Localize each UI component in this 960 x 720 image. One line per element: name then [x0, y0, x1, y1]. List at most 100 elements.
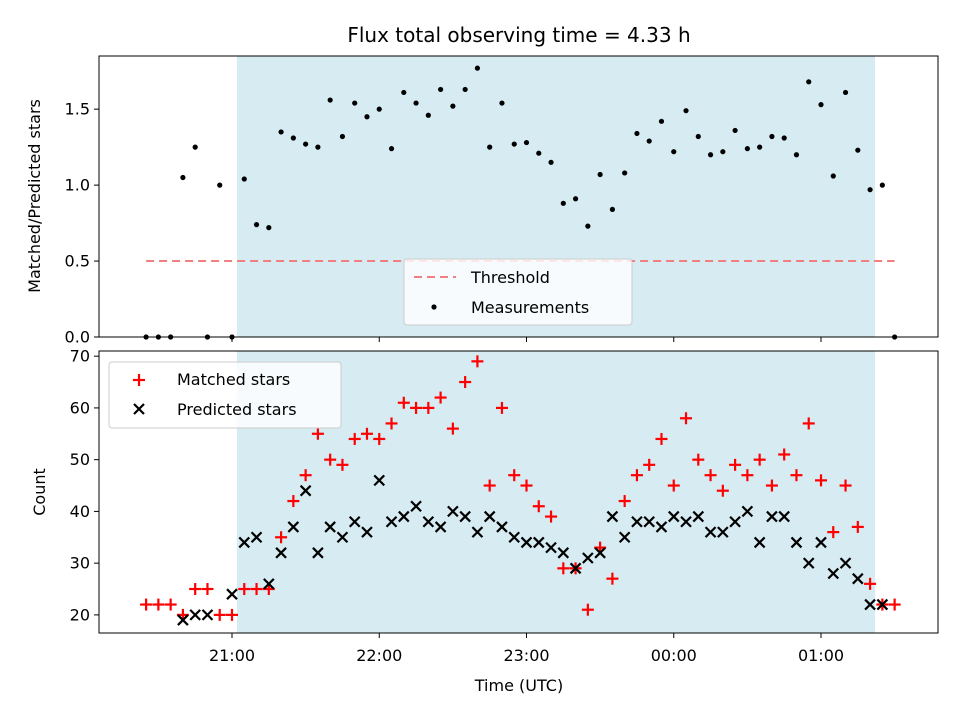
bottom-panel: 20 30 40 50 60 70 21:00 22:00 23:00 00:00 01:00 C…	[30, 347, 939, 695]
predicted-stars-point	[569, 562, 582, 575]
top-axes-frame	[98, 55, 939, 338]
predicted-stars-point	[606, 510, 619, 523]
predicted-stars-point	[778, 510, 790, 523]
matched-stars-point	[630, 469, 643, 482]
predicted-stars-point	[263, 578, 275, 590]
measurement-point	[806, 79, 812, 85]
matched-stars-point	[275, 531, 288, 544]
top-y-axis-label: Matched/Predicted stars	[25, 99, 44, 293]
legend-predicted-label: Predicted stars	[177, 400, 297, 419]
predicted-stars-point	[434, 521, 447, 533]
predicted-stars-point	[385, 515, 398, 528]
predicted-stars-point	[189, 609, 201, 621]
predicted-stars-point	[483, 510, 496, 523]
measurement-point	[241, 176, 247, 182]
matched-stars-point	[226, 608, 238, 621]
matched-stars-point	[360, 427, 373, 440]
predicted-stars-point	[876, 598, 889, 611]
matched-stars-point	[434, 391, 447, 404]
predicted-stars-point	[667, 510, 680, 523]
measurement-point	[757, 144, 763, 150]
measurement-point	[364, 114, 370, 120]
predicted-stars-point	[729, 515, 741, 528]
predicted-stars-point	[336, 531, 349, 544]
measurement-point	[622, 170, 628, 176]
matched-stars-point	[557, 562, 570, 575]
predicted-stars-point	[643, 515, 655, 528]
predicted-stars-point	[398, 510, 410, 523]
matched-stars-point	[238, 583, 251, 596]
predicted-stars-point	[594, 547, 606, 559]
predicted-stars-point	[447, 505, 459, 518]
matched-stars-point	[140, 598, 153, 611]
predicted-stars-point	[177, 614, 189, 626]
measurement-point	[548, 159, 554, 165]
predicted-stars-point	[557, 547, 570, 559]
predicted-stars-point	[582, 552, 594, 564]
matched-stars-point	[692, 453, 705, 466]
measurement-point	[438, 86, 444, 93]
matched-stars-point	[299, 469, 312, 482]
measurement-point	[707, 152, 714, 158]
predicted-stars-point	[717, 526, 729, 538]
matched-stars-point	[311, 427, 324, 440]
matched-stars-point	[213, 608, 226, 621]
measurement-point	[683, 108, 689, 114]
measurement-point	[597, 171, 603, 178]
bottom-x-tick-label: 23:00	[503, 646, 549, 665]
matched-stars-point	[790, 469, 803, 482]
predicted-stars-point	[238, 536, 251, 549]
chart-title: Flux total observing time = 4.33 h	[347, 23, 690, 47]
matched-stars-point	[385, 417, 398, 430]
measurement-point	[523, 139, 530, 146]
measurement-point	[462, 86, 468, 93]
bottom-y-tick-label: 30	[70, 554, 90, 573]
predicted-stars-point	[631, 515, 643, 528]
measurement-point	[217, 182, 223, 188]
matched-stars-point	[888, 598, 901, 611]
measurement-point	[671, 149, 677, 155]
bottom-y-tick-label: 20	[70, 605, 90, 624]
matched-stars-point	[704, 469, 717, 482]
predicted-stars-point	[373, 474, 386, 487]
matched-stars-point	[741, 469, 754, 482]
predicted-stars-point	[410, 500, 422, 513]
measurement-point	[192, 144, 198, 150]
matched-stars-point	[827, 526, 840, 539]
measurement-point	[855, 147, 861, 153]
predicted-stars-point	[618, 531, 631, 544]
matched-stars-point	[471, 355, 484, 368]
measurements-series	[143, 65, 898, 340]
matched-stars-point	[765, 479, 778, 492]
measurement-point	[879, 182, 885, 188]
measurement-point	[180, 174, 186, 181]
matched-stars-point	[397, 396, 410, 409]
measurement-point	[658, 118, 665, 124]
measurement-point	[266, 225, 272, 231]
predicted-stars-point	[299, 484, 312, 497]
matched-stars-point	[851, 520, 864, 533]
matched-stars-point	[336, 458, 349, 471]
measurement-point	[352, 100, 358, 106]
top-y-tick-label: 0.5	[65, 252, 90, 271]
bottom-legend: Matched stars Predicted stars	[108, 361, 342, 429]
predicted-stars-point	[839, 557, 852, 569]
measurement-point	[499, 100, 505, 106]
measurement-point	[769, 133, 775, 140]
matched-stars-point	[324, 453, 337, 466]
bottom-y-tick-label: 40	[70, 502, 90, 521]
predicted-stars-point	[275, 547, 287, 559]
matched-stars-point	[680, 412, 693, 425]
matched-stars-point	[618, 495, 631, 508]
measurement-point	[388, 146, 395, 152]
measurement-point	[867, 187, 873, 193]
legend-matched-label: Matched stars	[177, 370, 290, 389]
matched-stars-point	[839, 479, 852, 492]
matched-stars-point	[667, 479, 680, 492]
matched-stars-point	[164, 598, 177, 611]
matched-stars-point	[520, 479, 533, 492]
matched-stars-point	[802, 417, 815, 430]
predicted-stars-point	[655, 521, 668, 533]
bottom-y-tick-label: 50	[70, 450, 90, 469]
